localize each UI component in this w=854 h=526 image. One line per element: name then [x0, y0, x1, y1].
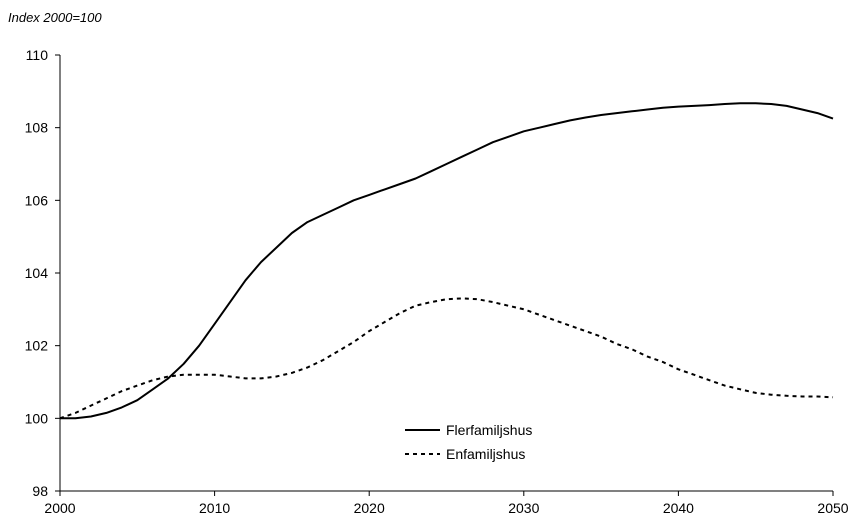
- y-tick-label: 110: [26, 47, 49, 63]
- x-tick-label: 2050: [817, 500, 848, 516]
- legend-label-enfamiljshus: Enfamiljshus: [446, 446, 525, 462]
- y-tick-label: 98: [32, 483, 48, 499]
- y-tick-label: 108: [25, 120, 49, 136]
- y-tick-label: 106: [25, 192, 49, 208]
- x-tick-label: 2030: [508, 500, 539, 516]
- y-tick-label: 104: [25, 265, 49, 281]
- series-line-enfamiljshus: [59, 297, 834, 420]
- series-layer: [59, 102, 834, 420]
- legend: Flerfamiljshus Enfamiljshus: [405, 422, 532, 462]
- y-tick-label: 100: [25, 410, 49, 426]
- x-tick-label: 2000: [44, 500, 75, 516]
- x-tick-label: 2010: [199, 500, 230, 516]
- x-tick-label: 2040: [663, 500, 694, 516]
- y-axis: 98 100 102 104 106 108 110: [25, 47, 61, 499]
- y-tick-label: 102: [25, 338, 49, 354]
- x-axis: 2000 2010 2020 2030 2040 2050: [44, 490, 849, 516]
- x-tick-label: 2020: [354, 500, 385, 516]
- unit-label: Index 2000=100: [8, 10, 102, 25]
- legend-label-flerfamiljshus: Flerfamiljshus: [446, 422, 532, 438]
- series-line-flerfamiljshus: [60, 102, 834, 420]
